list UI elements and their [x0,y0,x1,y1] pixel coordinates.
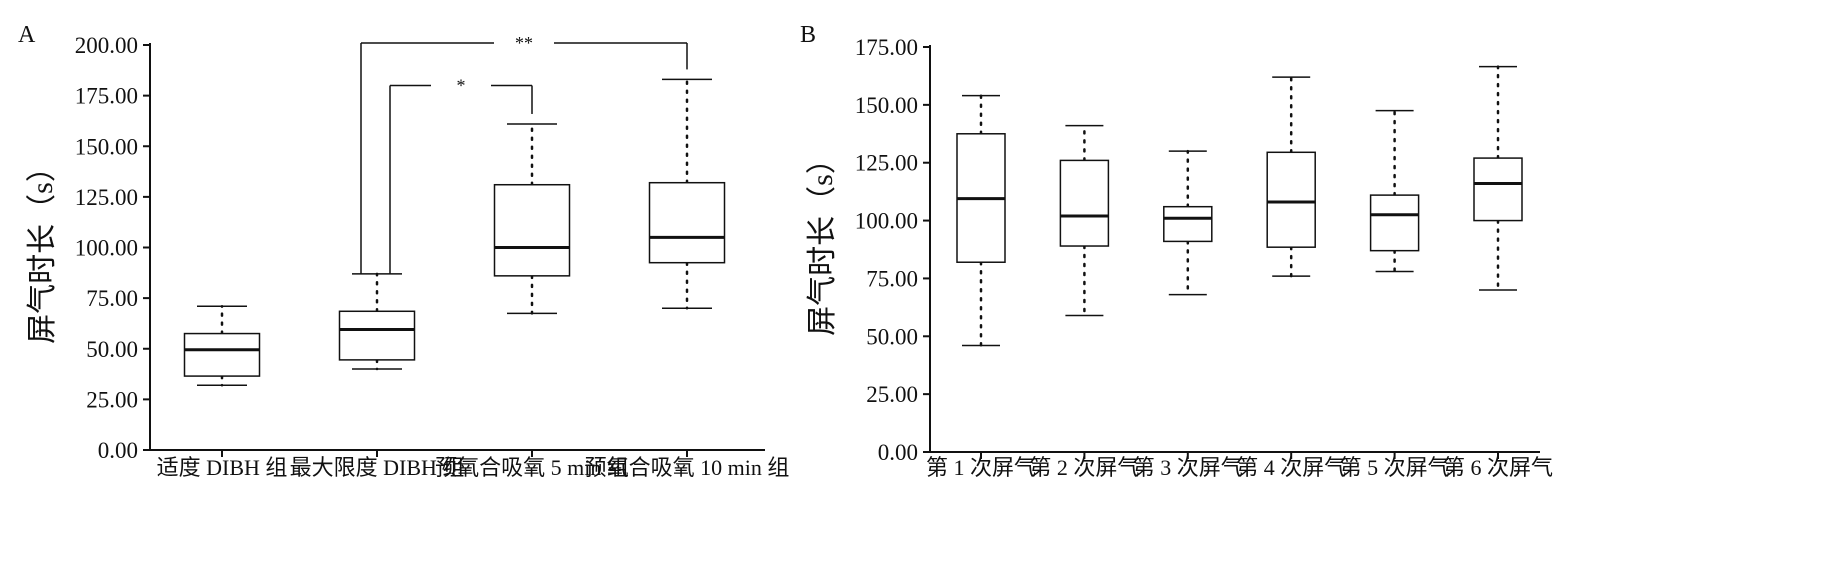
box-iqr [1163,205,1213,243]
x-category-label: 第 4 次屏气 [1236,455,1346,480]
y-tick-label: 100.00 [855,209,918,234]
y-tick-label: 75.00 [866,266,918,291]
significance-label: ** [515,33,533,53]
y-tick-label: 25.00 [86,387,138,412]
y-axis-title: 屏气时长（s） [806,144,839,336]
box-iqr [1369,194,1420,252]
box-iqr [493,183,571,277]
x-category-label: 第 2 次屏气 [1029,455,1139,480]
y-tick-label: 0.00 [878,440,918,465]
y-tick-label: 125.00 [75,185,138,210]
y-tick-label: 150.00 [855,93,918,118]
panel-b-chart: B 屏气时长（s） 0.00 25.00 50.00 75.00 100.00 125.00 1… [800,22,1553,480]
box-iqr [1473,157,1523,222]
y-tick-label: 50.00 [86,337,138,362]
box-iqr [648,181,726,264]
box-iqr [183,332,261,377]
panel-label: A [18,22,36,48]
x-category-label: 第 3 次屏气 [1133,455,1243,480]
x-category-label: 第 6 次屏气 [1443,455,1553,480]
x-category-label: 预氧合吸氧 5 min 组 [435,455,629,480]
x-category-label: 最大限度 DIBH 组 [290,455,465,480]
y-tick-label: 100.00 [75,236,138,261]
panel-a-chart: A 屏气时长（s） 0.00 25.00 50.00 75.00 100.00 125.00 1… [18,22,789,480]
box-iqr [1059,159,1110,247]
y-axis-title: 屏气时长（s） [26,152,59,344]
y-tick-label: 0.00 [98,438,138,463]
panel-label: B [800,22,816,48]
y-tick-label: 125.00 [855,151,918,176]
y-tick-label: 50.00 [866,324,918,349]
y-tick-label: 175.00 [75,84,138,109]
x-category-label: 第 5 次屏气 [1340,455,1450,480]
significance-label: * [457,76,466,96]
y-tick-label: 200.00 [75,33,138,58]
y-tick-label: 150.00 [75,134,138,159]
box-iqr [1266,151,1316,248]
x-category-label: 适度 DIBH 组 [157,455,288,480]
x-category-label: 预氧合吸氧 10 min 组 [585,455,790,480]
box-iqr [338,310,416,361]
y-tick-label: 175.00 [855,35,918,60]
y-tick-label: 25.00 [866,382,918,407]
x-category-label: 第 1 次屏气 [926,455,1036,480]
y-tick-label: 75.00 [86,286,138,311]
